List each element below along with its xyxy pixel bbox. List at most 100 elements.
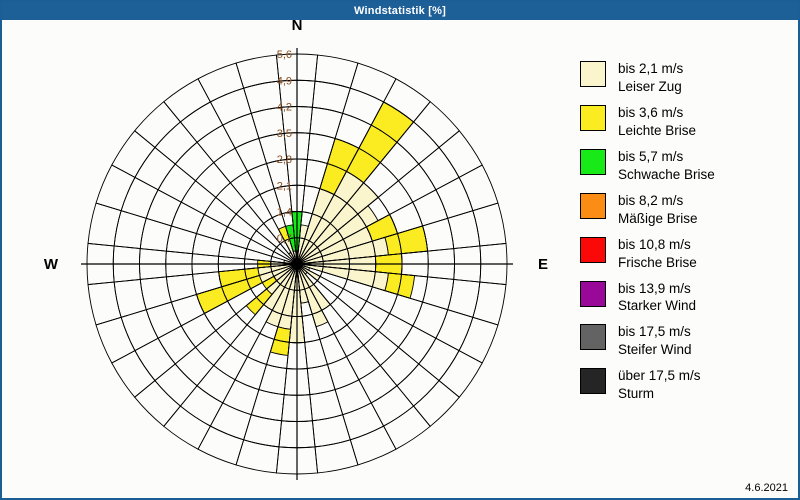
grid-cell <box>418 146 460 191</box>
radial-tick-label: 1,4 <box>277 207 292 219</box>
grid-cell <box>145 189 182 227</box>
legend-swatch-icon <box>580 324 606 351</box>
grid-cell <box>165 225 198 255</box>
grid-cell <box>215 182 248 215</box>
legend-label: bis 8,2 m/s Mäßige Brise <box>618 192 698 228</box>
grid-cell <box>349 425 397 466</box>
legend-label-name: Starker Wind <box>618 298 697 314</box>
legend-item[interactable]: bis 5,7 m/s Schwache Brise <box>580 148 795 184</box>
legend-label-name: Leiser Zug <box>618 78 682 94</box>
grid-cell <box>170 201 206 235</box>
legend-swatch-icon <box>580 61 606 87</box>
compass-label-south: S <box>292 495 302 498</box>
grid-cell <box>345 344 381 381</box>
grid-cell <box>379 346 420 387</box>
grid-cell <box>333 324 365 358</box>
legend-item[interactable]: bis 10,8 m/s Frische Brise <box>580 236 795 272</box>
legend-label: bis 3,6 m/s Leichte Brise <box>618 104 696 140</box>
legend-label-speed: bis 2,1 m/s <box>618 61 684 76</box>
legend-label: bis 13,9 m/s Starker Wind <box>618 280 696 316</box>
wind-rose-grid <box>86 53 508 475</box>
grid-cell <box>370 385 415 427</box>
grid-cell <box>111 130 156 178</box>
grid-cell <box>234 355 268 391</box>
grid-cell <box>209 402 252 441</box>
legend-label-name: Schwache Brise <box>618 166 715 182</box>
grid-cell <box>197 62 245 103</box>
grid-cell <box>157 325 197 365</box>
grid-cell <box>197 425 245 466</box>
grid-cell <box>163 78 211 123</box>
legend-item[interactable]: bis 13,9 m/s Starker Wind <box>580 280 795 316</box>
grid-cell <box>377 312 414 348</box>
grid-cell <box>306 363 336 396</box>
grid-cell <box>311 80 351 114</box>
legend-label: bis 5,7 m/s Schwache Brise <box>618 148 715 184</box>
grid-cell <box>438 350 483 398</box>
legend-item[interactable]: bis 17,5 m/s Steifer Wind <box>580 323 795 359</box>
grid-cell <box>383 405 431 450</box>
grid-cell <box>174 346 215 387</box>
grid-cell <box>154 121 198 165</box>
grid-cell <box>180 312 217 348</box>
grid-cell <box>319 332 348 366</box>
legend-label-name: Frische Brise <box>618 254 697 270</box>
grid-cell <box>196 124 236 164</box>
wind-rose-chart: 0,7 1,4 2,1 2,8 3,5 4,2 4,9 5,6 N E S W <box>44 20 548 498</box>
legend-swatch-icon <box>580 192 606 219</box>
legend-label: bis 2,1 m/s Leiser Zug <box>618 60 683 96</box>
grid-cell <box>145 301 182 339</box>
compass-labels: N E S W <box>44 20 548 498</box>
grid-cell <box>397 163 437 203</box>
grid-cell <box>218 240 248 260</box>
radial-tick-label: 5,6 <box>277 49 292 61</box>
legend-label: bis 10,8 m/s Frische Brise <box>618 236 697 272</box>
grid-cell <box>326 355 360 391</box>
legend-label-name: Steifer Wind <box>618 342 692 358</box>
grid-cell <box>222 379 260 416</box>
grid-cell <box>458 164 499 212</box>
legend-label-name: Leichte Brise <box>618 122 697 138</box>
page-title: Windstatistik [%] <box>354 5 446 17</box>
grid-cell <box>157 163 197 203</box>
legend-item[interactable]: bis 2,1 m/s Leiser Zug <box>580 60 795 96</box>
grid-cell <box>134 101 182 149</box>
grid-cell <box>412 301 449 339</box>
grid-cell <box>180 180 217 216</box>
grid-cell <box>163 405 211 450</box>
grid-cell <box>246 193 273 225</box>
legend-label-speed: bis 8,2 m/s <box>618 192 684 208</box>
grid-cell <box>222 112 260 149</box>
legend-item[interactable]: über 17,5 m/s Sturm <box>580 367 795 403</box>
legend-item[interactable]: bis 3,6 m/s Leichte Brise <box>580 104 795 140</box>
grid-cell <box>120 176 159 219</box>
grid-cell <box>215 313 248 346</box>
grid-cell <box>165 273 198 303</box>
grid-cell <box>258 363 288 396</box>
grid-cell <box>304 338 329 369</box>
grid-cell <box>314 439 359 474</box>
grid-cell <box>174 141 215 182</box>
legend-label-speed: bis 5,7 m/s <box>618 148 684 164</box>
legend-label-speed: bis 13,9 m/s <box>618 280 691 296</box>
grid-cell <box>113 210 147 250</box>
grid-cell <box>179 101 224 143</box>
grid-cell <box>111 350 156 398</box>
grid-cell <box>447 278 481 318</box>
grid-cell <box>95 164 136 212</box>
grid-cell <box>203 196 237 228</box>
legend-item[interactable]: bis 8,2 m/s Mäßige Brise <box>580 192 795 228</box>
grid-cell <box>87 281 122 326</box>
legend-label-speed: bis 3,6 m/s <box>618 104 684 120</box>
grid-cell <box>134 146 176 191</box>
grid-cell <box>346 313 379 346</box>
radial-tick-label: 4,2 <box>277 102 292 114</box>
grid-cell <box>179 385 224 427</box>
grid-cell <box>234 137 268 173</box>
grid-cell <box>213 147 249 184</box>
grid-cell <box>194 161 232 199</box>
legend-label-speed: bis 10,8 m/s <box>618 236 691 252</box>
grid-cell <box>243 414 283 448</box>
grid-cell <box>357 300 391 332</box>
